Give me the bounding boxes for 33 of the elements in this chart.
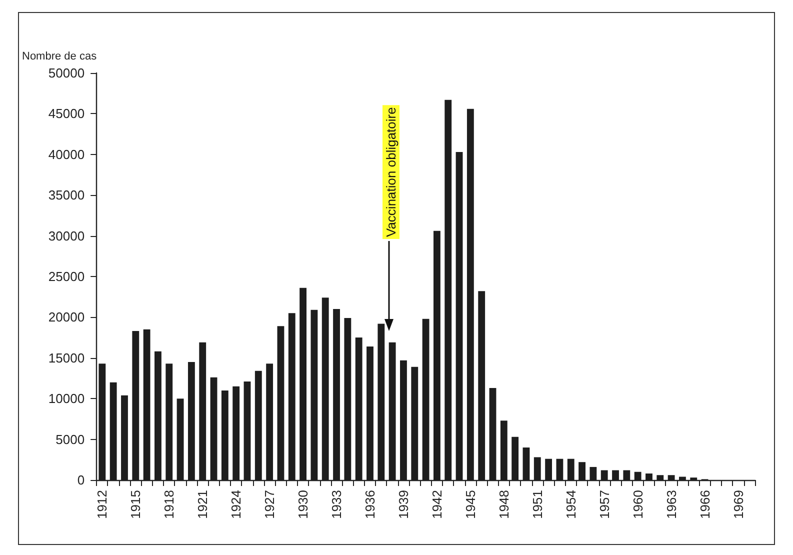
x-tick-label: 1915 — [128, 490, 144, 519]
x-tick-label: 1939 — [396, 490, 411, 519]
x-tick-label: 1966 — [697, 490, 712, 519]
x-tick-label: 1960 — [630, 490, 646, 519]
x-tick-label: 1921 — [195, 490, 210, 519]
x-tick-label: 1930 — [296, 490, 311, 519]
y-tick-label: 15000 — [48, 350, 85, 366]
y-tick-label: 30000 — [48, 228, 85, 244]
x-tick-label: 1948 — [496, 490, 512, 519]
x-tick-label: 1924 — [228, 490, 244, 519]
x-tick-label: 1963 — [664, 490, 679, 519]
x-tick-label: 1933 — [329, 490, 344, 519]
y-tick-label: 40000 — [48, 146, 85, 162]
x-tick-label: 1969 — [730, 490, 746, 519]
y-tick-label: 50000 — [48, 66, 85, 80]
y-tick-label: 10000 — [48, 391, 85, 406]
x-tick-label: 1918 — [162, 490, 177, 519]
x-tick-label: 1912 — [94, 490, 110, 519]
y-tick-label: 20000 — [48, 310, 85, 325]
y-tick-label: 5000 — [56, 432, 85, 447]
x-tick-label: 1951 — [530, 490, 545, 519]
annotation: Vaccination obligatoire — [384, 107, 398, 237]
y-tick-label: 0 — [77, 472, 85, 488]
x-tick-label: 1927 — [262, 490, 278, 519]
x-tick-label: 1945 — [462, 490, 478, 519]
y-axis-title: Nombre de cas — [22, 50, 98, 62]
x-tick-label: 1942 — [429, 490, 444, 519]
y-tick-label: 25000 — [48, 269, 85, 284]
y-tick-label: 35000 — [48, 188, 85, 203]
x-tick-label: 1957 — [596, 490, 612, 519]
y-tick-label: 45000 — [48, 106, 85, 122]
x-tick-label: 1936 — [362, 490, 378, 519]
x-tick-label: 1954 — [563, 490, 578, 519]
